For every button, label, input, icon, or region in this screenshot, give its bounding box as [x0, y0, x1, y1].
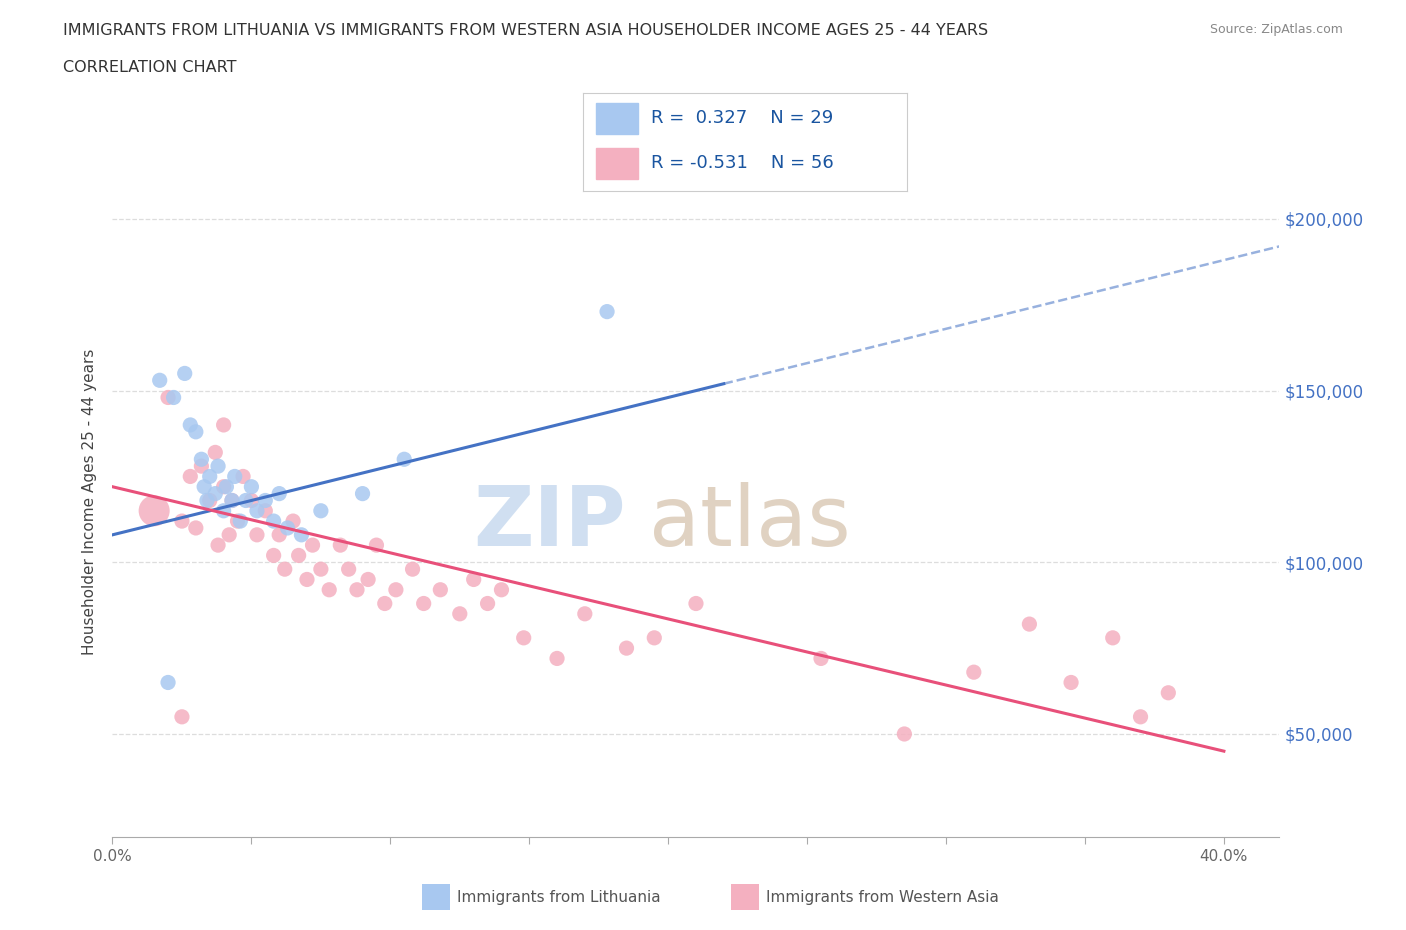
Point — [254, 503, 277, 518]
Point — [212, 418, 235, 432]
Bar — [596, 103, 638, 134]
Point — [224, 469, 246, 484]
Point — [893, 726, 915, 741]
Point — [190, 458, 212, 473]
Point — [429, 582, 451, 597]
Point — [392, 452, 416, 467]
Point — [193, 479, 215, 494]
Point — [229, 513, 252, 528]
Point — [218, 527, 240, 542]
Point — [263, 513, 285, 528]
Point — [276, 521, 298, 536]
Point — [318, 582, 340, 597]
Point — [226, 513, 249, 528]
Point — [463, 572, 485, 587]
Point — [643, 631, 665, 645]
Point — [1101, 631, 1123, 645]
Point — [254, 493, 277, 508]
Point — [574, 606, 596, 621]
Point — [546, 651, 568, 666]
Point — [170, 710, 193, 724]
Point — [232, 469, 254, 484]
Point — [366, 538, 388, 552]
Point — [401, 562, 423, 577]
Point — [179, 469, 201, 484]
Text: R =  0.327    N = 29: R = 0.327 N = 29 — [651, 110, 834, 127]
Point — [309, 562, 332, 577]
Point — [596, 304, 619, 319]
Point — [385, 582, 408, 597]
Text: ZIP: ZIP — [474, 482, 626, 563]
Text: CORRELATION CHART: CORRELATION CHART — [63, 60, 236, 75]
Point — [198, 469, 221, 484]
Point — [204, 445, 226, 459]
Point — [221, 493, 243, 508]
Point — [207, 458, 229, 473]
Point — [374, 596, 396, 611]
Point — [221, 493, 243, 508]
Point — [1060, 675, 1083, 690]
Point — [204, 486, 226, 501]
Text: Source: ZipAtlas.com: Source: ZipAtlas.com — [1209, 23, 1343, 36]
Point — [157, 390, 180, 405]
Point — [246, 503, 269, 518]
Point — [491, 582, 513, 597]
Point — [412, 596, 434, 611]
Point — [190, 452, 212, 467]
Text: R = -0.531    N = 56: R = -0.531 N = 56 — [651, 154, 834, 172]
Point — [269, 527, 291, 542]
Point — [246, 527, 269, 542]
Point — [346, 582, 368, 597]
Point — [290, 527, 312, 542]
Point — [269, 486, 291, 501]
Point — [215, 479, 238, 494]
Point — [274, 562, 297, 577]
Point — [329, 538, 352, 552]
Text: atlas: atlas — [650, 482, 851, 563]
Point — [1018, 617, 1040, 631]
Point — [240, 479, 263, 494]
Point — [184, 521, 207, 536]
Point — [616, 641, 638, 656]
Text: IMMIGRANTS FROM LITHUANIA VS IMMIGRANTS FROM WESTERN ASIA HOUSEHOLDER INCOME AGE: IMMIGRANTS FROM LITHUANIA VS IMMIGRANTS … — [63, 23, 988, 38]
Point — [337, 562, 360, 577]
Point — [198, 493, 221, 508]
Point — [357, 572, 380, 587]
Point — [301, 538, 323, 552]
Point — [212, 503, 235, 518]
Point — [170, 513, 193, 528]
Point — [162, 390, 184, 405]
Point — [963, 665, 986, 680]
Point — [1157, 685, 1180, 700]
Point — [235, 493, 257, 508]
Y-axis label: Householder Income Ages 25 - 44 years: Householder Income Ages 25 - 44 years — [82, 349, 97, 656]
Point — [1129, 710, 1152, 724]
Point — [157, 675, 180, 690]
Bar — [596, 148, 638, 179]
Point — [184, 424, 207, 439]
Point — [281, 513, 304, 528]
Point — [179, 418, 201, 432]
Point — [512, 631, 534, 645]
Point — [309, 503, 332, 518]
Point — [240, 493, 263, 508]
Point — [173, 366, 195, 381]
Point — [352, 486, 374, 501]
Point — [810, 651, 832, 666]
Point — [295, 572, 318, 587]
Point — [263, 548, 285, 563]
Point — [143, 503, 166, 518]
Point — [287, 548, 309, 563]
Point — [477, 596, 499, 611]
Point — [212, 479, 235, 494]
Point — [685, 596, 707, 611]
Point — [207, 538, 229, 552]
Point — [195, 493, 218, 508]
Text: Immigrants from Lithuania: Immigrants from Lithuania — [457, 890, 661, 905]
Text: Immigrants from Western Asia: Immigrants from Western Asia — [766, 890, 1000, 905]
Point — [149, 373, 172, 388]
Point — [449, 606, 471, 621]
